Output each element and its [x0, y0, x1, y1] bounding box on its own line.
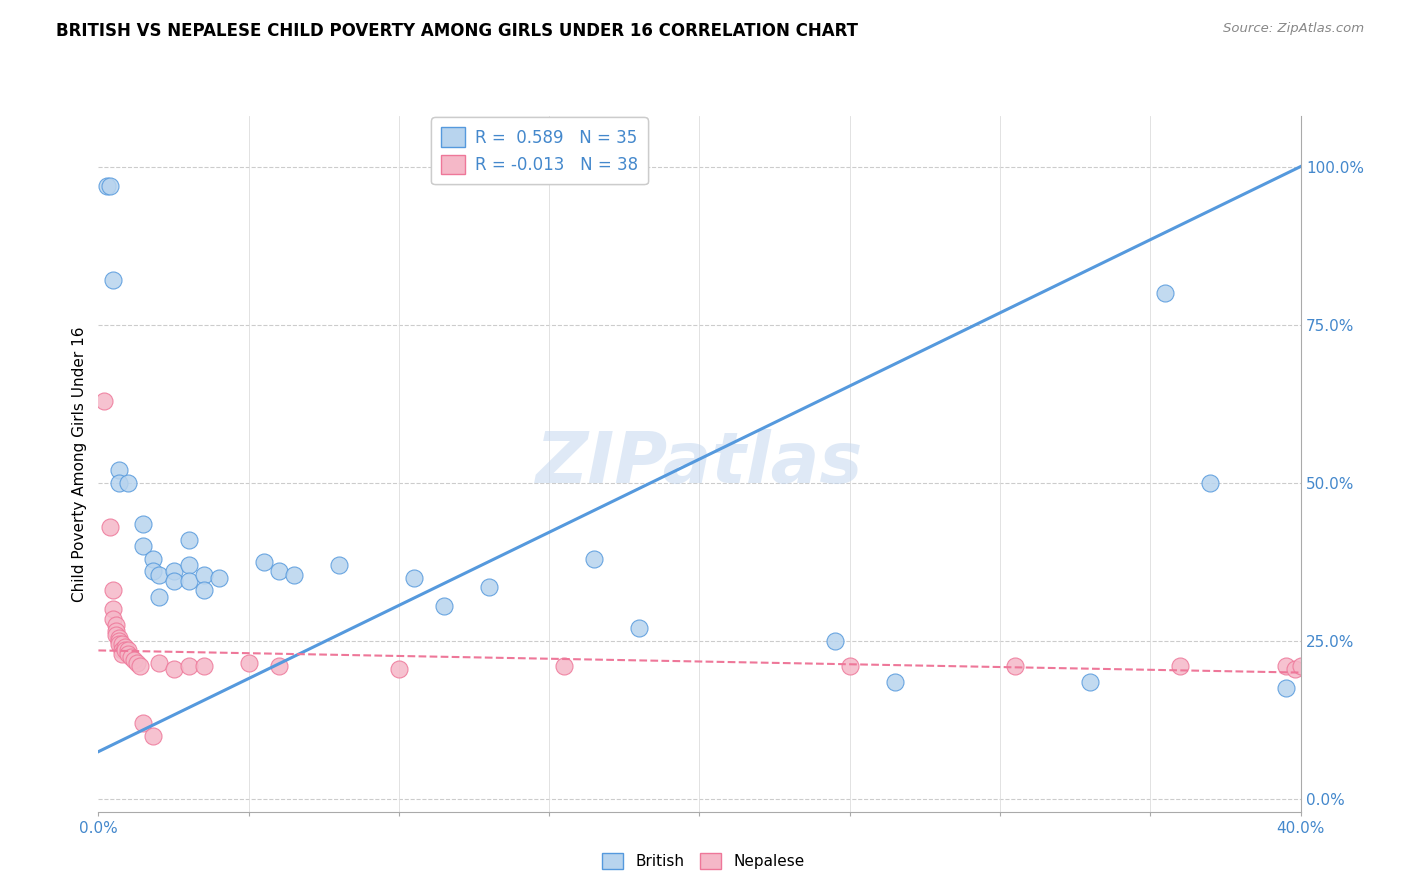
Point [1170, 659, 1192, 673]
Legend: British, Nepalese: British, Nepalese [596, 847, 810, 875]
Point [117, 643, 139, 657]
Point [121, 649, 143, 664]
Y-axis label: Child Poverty Among Girls Under 16: Child Poverty Among Girls Under 16 [72, 326, 87, 601]
Point [148, 567, 170, 582]
Point [132, 516, 155, 531]
Point [478, 580, 501, 594]
Legend: R =  0.589   N = 35, R = -0.013   N = 38: R = 0.589 N = 35, R = -0.013 N = 38 [432, 118, 648, 184]
Point [127, 656, 149, 670]
Point [108, 634, 131, 648]
Point [124, 653, 146, 667]
Point [628, 621, 651, 635]
Point [1004, 659, 1026, 673]
Point [141, 551, 163, 566]
Point [162, 565, 184, 579]
Point [148, 656, 170, 670]
Point [141, 565, 163, 579]
Point [103, 602, 125, 616]
Point [111, 637, 134, 651]
Point [193, 583, 215, 598]
Point [105, 624, 128, 639]
Point [141, 729, 163, 743]
Point [1078, 675, 1101, 690]
Point [177, 659, 200, 673]
Point [93, 393, 115, 408]
Point [108, 637, 131, 651]
Point [108, 631, 131, 645]
Point [1289, 659, 1312, 673]
Point [103, 612, 125, 626]
Point [108, 463, 131, 477]
Point [1274, 681, 1296, 696]
Point [117, 647, 139, 661]
Text: Source: ZipAtlas.com: Source: ZipAtlas.com [1223, 22, 1364, 36]
Point [267, 565, 290, 579]
Point [193, 567, 215, 582]
Point [162, 662, 184, 676]
Point [824, 634, 846, 648]
Point [193, 659, 215, 673]
Point [177, 558, 200, 572]
Point [103, 583, 125, 598]
Point [402, 571, 425, 585]
Point [238, 656, 260, 670]
Point [177, 574, 200, 588]
Point [838, 659, 860, 673]
Point [253, 555, 276, 569]
Point [328, 558, 350, 572]
Point [129, 659, 152, 673]
Point [883, 675, 905, 690]
Point [583, 551, 606, 566]
Point [103, 273, 125, 287]
Point [114, 640, 136, 655]
Point [177, 533, 200, 547]
Text: BRITISH VS NEPALESE CHILD POVERTY AMONG GIRLS UNDER 16 CORRELATION CHART: BRITISH VS NEPALESE CHILD POVERTY AMONG … [56, 22, 858, 40]
Point [96, 178, 118, 193]
Point [267, 659, 290, 673]
Point [117, 475, 139, 490]
Point [1274, 659, 1296, 673]
Point [388, 662, 411, 676]
Point [111, 643, 134, 657]
Point [208, 571, 231, 585]
Point [111, 647, 134, 661]
Point [108, 475, 131, 490]
Point [1154, 286, 1177, 301]
Point [114, 643, 136, 657]
Point [148, 590, 170, 604]
Point [100, 520, 122, 534]
Point [433, 599, 456, 614]
Point [132, 716, 155, 731]
Point [105, 618, 128, 632]
Point [100, 178, 122, 193]
Point [283, 567, 305, 582]
Point [553, 659, 575, 673]
Point [1284, 662, 1306, 676]
Point [1199, 475, 1222, 490]
Point [132, 539, 155, 553]
Point [105, 627, 128, 641]
Text: ZIPatlas: ZIPatlas [536, 429, 863, 499]
Point [162, 574, 184, 588]
